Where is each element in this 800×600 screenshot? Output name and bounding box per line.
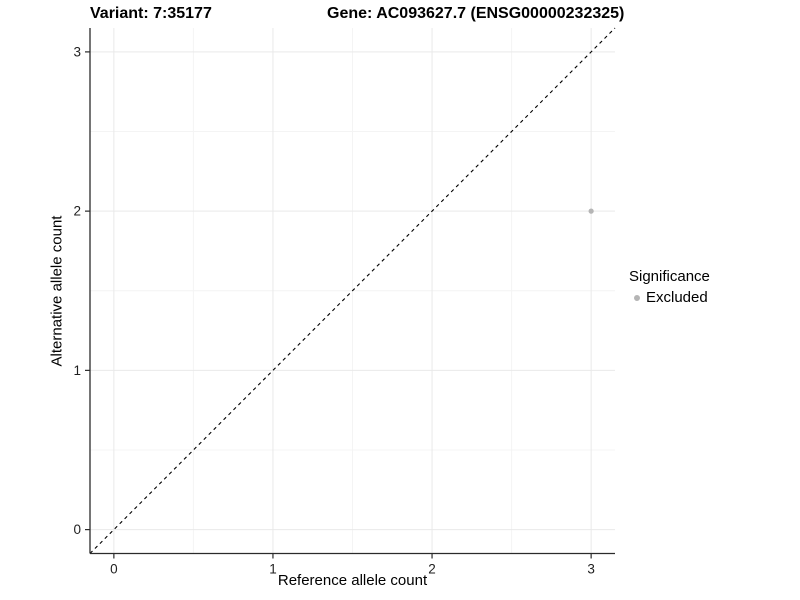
y-axis-title: Alternative allele count: [48, 215, 66, 367]
legend-point-icon: [634, 294, 640, 301]
y-tick-label: 1: [73, 363, 81, 378]
y-tick-label: 3: [73, 44, 81, 59]
identity-dashed-line: [89, 27, 616, 554]
x-tick-label: 1: [269, 562, 277, 577]
y-tick-label: 0: [73, 522, 81, 537]
legend-entry-label: Excluded: [646, 289, 708, 306]
x-tick-label: 0: [110, 562, 118, 577]
data-point: [588, 208, 594, 214]
y-tick-label: 2: [73, 204, 81, 219]
legend-entry-excluded: Excluded: [629, 289, 710, 306]
plot-title-variant: Variant: 7:35177: [90, 5, 212, 22]
x-axis-title: Reference allele count: [277, 572, 428, 589]
x-tick-label: 3: [587, 562, 595, 577]
legend-title: Significance: [629, 268, 710, 285]
legend: Significance Excluded: [629, 268, 710, 306]
plot-title-gene: Gene: AC093627.7 (ENSG00000232325): [327, 5, 625, 22]
x-tick-label: 2: [428, 562, 436, 577]
